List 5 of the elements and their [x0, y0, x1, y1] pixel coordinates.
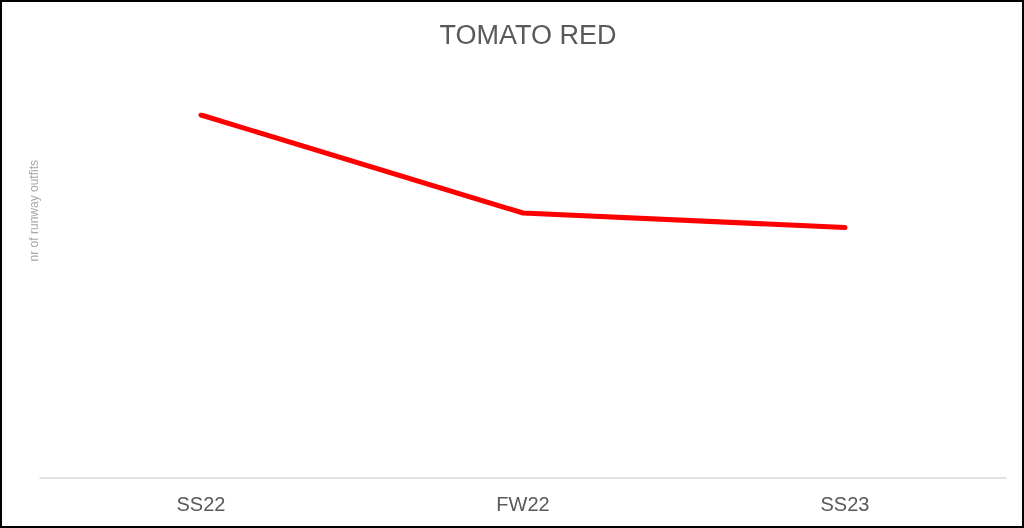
x-tick-label: FW22	[496, 493, 550, 515]
x-tick-label: SS23	[820, 493, 870, 515]
chart-title: TOMATO RED	[439, 19, 617, 50]
y-axis-title: nr of runway outfits	[27, 159, 41, 262]
x-tick-label: SS22	[176, 493, 226, 515]
